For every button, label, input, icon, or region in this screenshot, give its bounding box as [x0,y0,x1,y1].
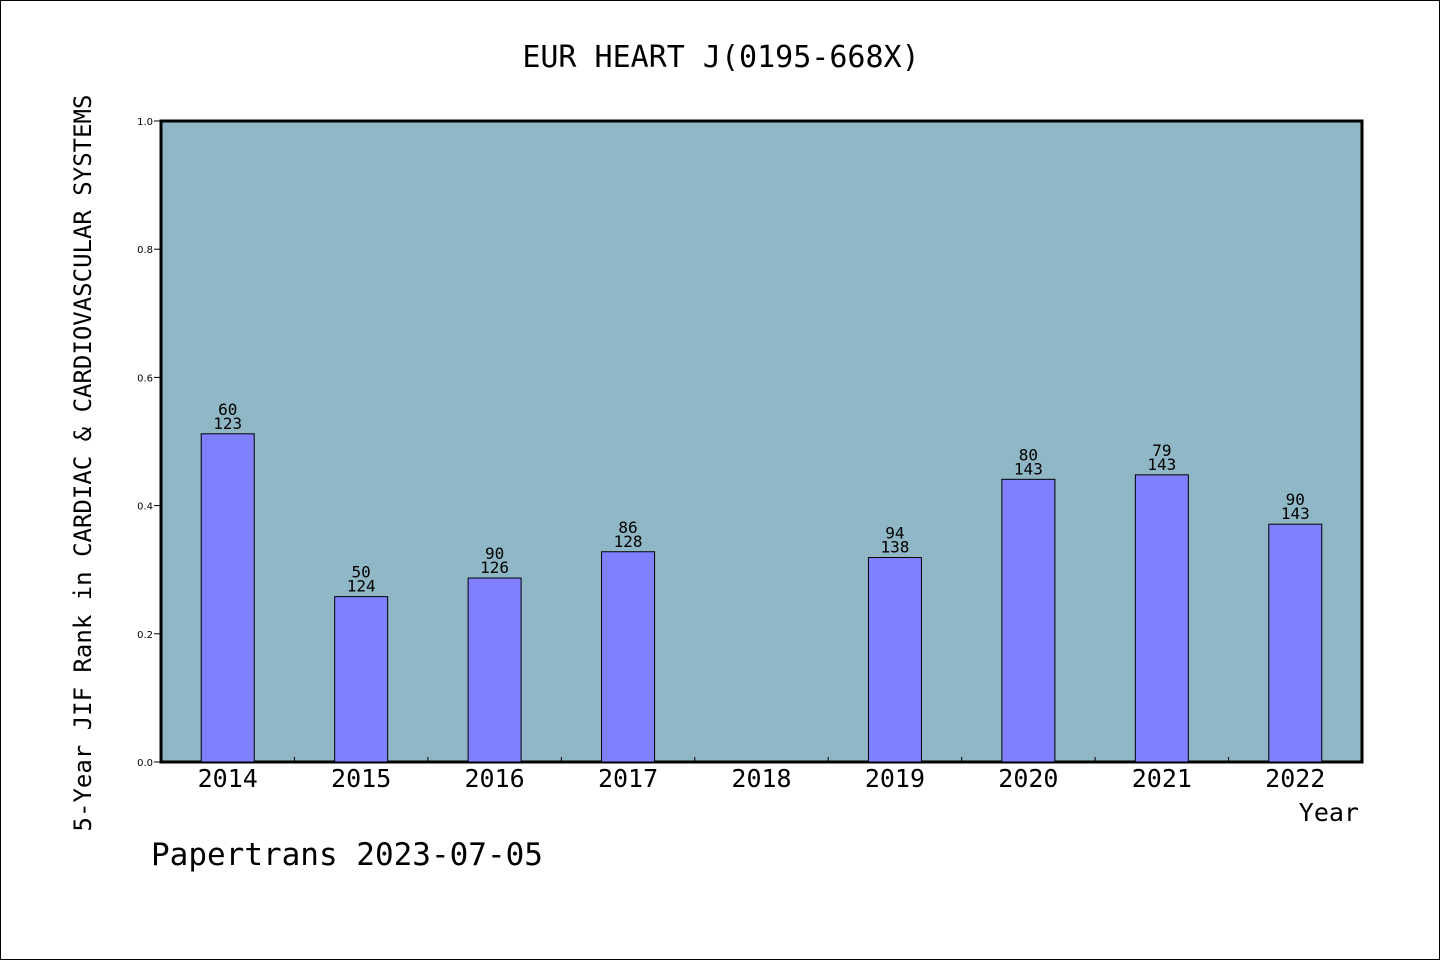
bar-rank-label: 94 [885,524,904,543]
y-tick-label: 0.4 [137,502,153,513]
x-tick-label: 2019 [865,764,925,793]
bar-total-label: 128 [614,532,643,551]
x-axis-label: Year [1299,798,1359,827]
bar [867,557,922,763]
y-tick-label: 1.0 [137,117,153,128]
bar-rank-label: 86 [618,518,637,537]
bar-total-label: 138 [880,538,909,557]
bar-rank-label: 90 [485,544,504,563]
bar [334,596,389,763]
x-tick-label: 2016 [465,764,525,793]
bar-total-label: 126 [480,558,509,577]
x-tick-label: 2014 [198,764,258,793]
bar [467,577,522,763]
y-axis-label: 5-Year JIF Rank in CARDIAC & CARDIOVASCU… [69,95,97,832]
x-tick-label: 2020 [998,764,1058,793]
bar [1001,478,1056,763]
x-tick-label: 2022 [1265,764,1325,793]
footer-credit: Papertrans 2023-07-05 [151,837,543,873]
bar-total-label: 123 [213,414,242,433]
chart-title: EUR HEART J(0195-668X) [522,40,919,75]
bar-rank-label: 60 [218,400,237,419]
x-tick-label: 2018 [731,764,791,793]
y-tick-label: 0.6 [137,373,153,384]
x-tick-label: 2021 [1132,764,1192,793]
bar-total-label: 143 [1147,455,1176,474]
bar-total-label: 124 [347,577,376,596]
bar-total-label: 143 [1281,504,1310,523]
bar-rank-label: 80 [1019,445,1038,464]
x-axis: 2014 2015 2016 2017 2018 2019 2020 2021 2022 [198,757,1325,793]
x-tick-label: 2015 [331,764,391,793]
bar-rank-label: 90 [1286,490,1305,509]
y-tick-label: 0.8 [137,245,153,256]
bar [1134,474,1189,763]
bar [601,551,656,763]
bar-rank-label: 79 [1152,441,1171,460]
x-tick-label: 2017 [598,764,658,793]
bar [200,433,255,763]
y-tick-label: 0.0 [137,758,153,769]
y-tick-label: 0.2 [137,630,153,641]
y-axis: 0.0 0.2 0.4 0.6 0.8 1.0 [137,117,161,769]
bar-series [200,433,1323,763]
bar [1268,523,1323,763]
bar-rank-label: 50 [352,563,371,582]
bar-total-label: 143 [1014,459,1043,478]
